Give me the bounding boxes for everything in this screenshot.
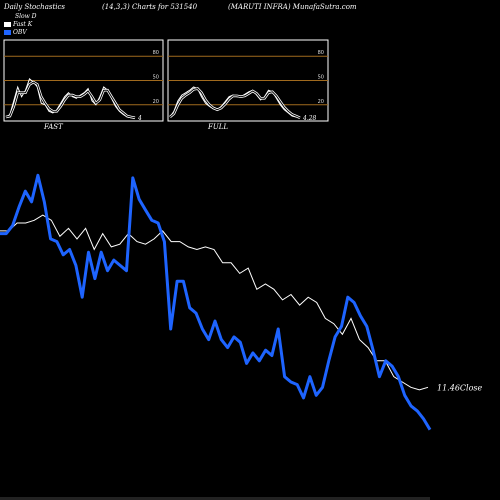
legend-swatch-obv [4, 30, 11, 35]
legend-swatch-slow-d [4, 13, 13, 20]
full-tick-label-80: 80 [318, 50, 324, 56]
legend-swatch-fast-k [4, 22, 11, 27]
full-last-value-label: 4.28 [302, 115, 317, 122]
full-panel-label: FULL [208, 123, 229, 131]
legend-item-slow-d: Slow D [4, 13, 37, 21]
fast-last-value-label: 4 [137, 115, 142, 122]
fast-tick-label-50: 50 [153, 75, 159, 81]
full-tick-label-50: 50 [318, 75, 324, 81]
legend-item-obv: OBV [4, 29, 37, 37]
header-center: (14,3,3) Charts for 531540 [102, 3, 198, 11]
fast-panel-label: FAST [44, 123, 63, 131]
obv-series-line [0, 173, 432, 431]
legend-item-fast-k: Fast K [4, 21, 37, 29]
bottom-scrollbar [0, 497, 430, 500]
full-series-line-slow-d [169, 88, 301, 119]
fast-series-line-slow-d [5, 81, 136, 119]
close-series-line [0, 214, 429, 391]
fast-tick-label-80: 80 [153, 50, 159, 56]
fast-tick-label-20: 20 [153, 99, 159, 105]
header-right: (MARUTI INFRA) MunafaSutra.com [228, 3, 357, 11]
header-left: Daily Stochastics [4, 3, 66, 11]
close-last-value-label: 11.46Close [437, 383, 483, 392]
legend: Slow D Fast K OBV [4, 13, 37, 37]
full-tick-label-20: 20 [318, 99, 324, 105]
